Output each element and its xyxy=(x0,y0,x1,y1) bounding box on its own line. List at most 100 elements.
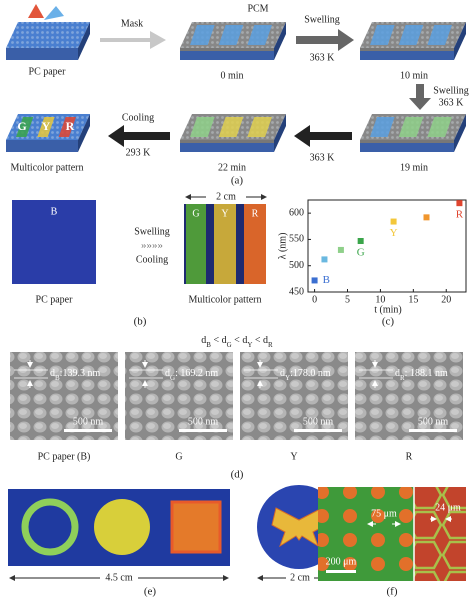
subscript: R xyxy=(400,374,405,382)
label: B xyxy=(51,206,58,217)
square xyxy=(170,500,222,554)
ring xyxy=(21,498,79,556)
stripe xyxy=(427,25,452,45)
subscript: B xyxy=(55,374,60,382)
image-caption: R xyxy=(406,451,413,462)
stripe xyxy=(186,204,206,284)
label: 75 μm xyxy=(371,508,397,519)
label: Y xyxy=(221,208,228,219)
x-tick-label: 10 xyxy=(375,294,385,305)
relation: < xyxy=(255,335,261,346)
mask xyxy=(360,140,454,143)
point xyxy=(390,218,397,225)
label: R xyxy=(252,208,259,219)
plot-frame xyxy=(307,199,467,293)
spacing-label: dG: 169.2 nm xyxy=(165,368,218,381)
stripe xyxy=(16,117,34,137)
spacing-label: dR: 188.1 nm xyxy=(395,368,448,381)
spacing-label: dY:178.0 nm xyxy=(280,368,331,381)
scale-bar xyxy=(326,570,356,573)
symbol: d xyxy=(165,368,170,379)
symbol: d xyxy=(395,368,400,379)
x-tick-label: 20 xyxy=(441,294,451,305)
stripe xyxy=(244,204,266,284)
caption: (f) xyxy=(387,586,398,598)
label: 0 min xyxy=(220,70,243,81)
label: 293 K xyxy=(126,147,152,158)
y-tick-label: 600 xyxy=(289,207,304,218)
stripe xyxy=(190,25,215,45)
stripe xyxy=(214,204,236,284)
point xyxy=(321,256,328,263)
subscript: R xyxy=(268,341,273,349)
label: 22 min xyxy=(218,162,246,173)
label: 363 K xyxy=(439,97,465,108)
label: 2 cm xyxy=(290,572,310,583)
label: 19 min xyxy=(400,162,428,173)
arrow xyxy=(409,84,431,110)
micrograph xyxy=(414,487,466,581)
scale-label: 500 nm xyxy=(73,416,104,427)
label: 2 cm xyxy=(216,191,236,202)
point xyxy=(337,246,344,253)
point xyxy=(311,277,318,284)
stripe-label: R xyxy=(66,119,75,133)
value: : 188.1 nm xyxy=(405,368,448,379)
label: 24 μm xyxy=(435,502,461,513)
value: :178.0 nm xyxy=(290,368,331,379)
stripe xyxy=(247,25,272,45)
scale-label: 500 nm xyxy=(303,416,334,427)
stripe xyxy=(218,117,244,137)
pc-paper-photo xyxy=(12,200,96,284)
subscript: Y xyxy=(285,374,290,382)
label: Swelling xyxy=(134,226,170,237)
label: Swelling xyxy=(304,14,340,25)
light-arrows xyxy=(44,6,64,20)
slab-front xyxy=(6,48,78,60)
stripe-label: Y xyxy=(42,119,51,133)
symbol: d xyxy=(242,335,247,346)
arrow xyxy=(108,125,170,147)
label: G xyxy=(192,208,199,219)
relation-header: dB < dG < dY < dR xyxy=(201,335,273,348)
stripe xyxy=(427,117,452,137)
panel-c: λ (nm) t (min) (c) 450 500 550 600 0 5 10 15 20 B… xyxy=(277,199,467,328)
image-caption: PC paper (B) xyxy=(38,451,91,462)
slab-side xyxy=(454,114,466,152)
point xyxy=(456,200,463,207)
image-caption: Y xyxy=(290,451,297,462)
y-tick-label: 550 xyxy=(289,234,304,245)
symbol: d xyxy=(222,335,227,346)
point-label: B xyxy=(323,274,330,286)
subscript: Y xyxy=(247,341,252,349)
mask xyxy=(360,48,454,51)
scale-bar xyxy=(294,429,342,432)
symbol: d xyxy=(280,368,285,379)
symbol: d xyxy=(50,368,55,379)
slab-side xyxy=(454,22,466,60)
scale-bar xyxy=(409,429,457,432)
label: Swelling xyxy=(433,85,469,96)
slab-side xyxy=(78,22,90,60)
slab-side xyxy=(274,22,286,60)
symbol: d xyxy=(201,335,206,346)
caption: (d) xyxy=(231,469,244,481)
slab-side xyxy=(274,114,286,152)
relation: < xyxy=(234,335,240,346)
caption: (e) xyxy=(144,586,157,598)
slab-front xyxy=(6,140,78,152)
slab-side xyxy=(78,114,90,152)
spacing-label: dB:139.3 nm xyxy=(50,368,100,381)
label: PC paper xyxy=(36,294,74,305)
mask xyxy=(180,140,274,143)
stripe xyxy=(398,117,424,137)
value: :139.3 nm xyxy=(60,368,101,379)
label: PCM xyxy=(247,3,268,14)
value: : 169.2 nm xyxy=(175,368,218,379)
point xyxy=(423,214,430,221)
label: Multicolor pattern xyxy=(10,162,83,173)
stripe xyxy=(190,117,215,137)
label: 363 K xyxy=(310,152,336,163)
